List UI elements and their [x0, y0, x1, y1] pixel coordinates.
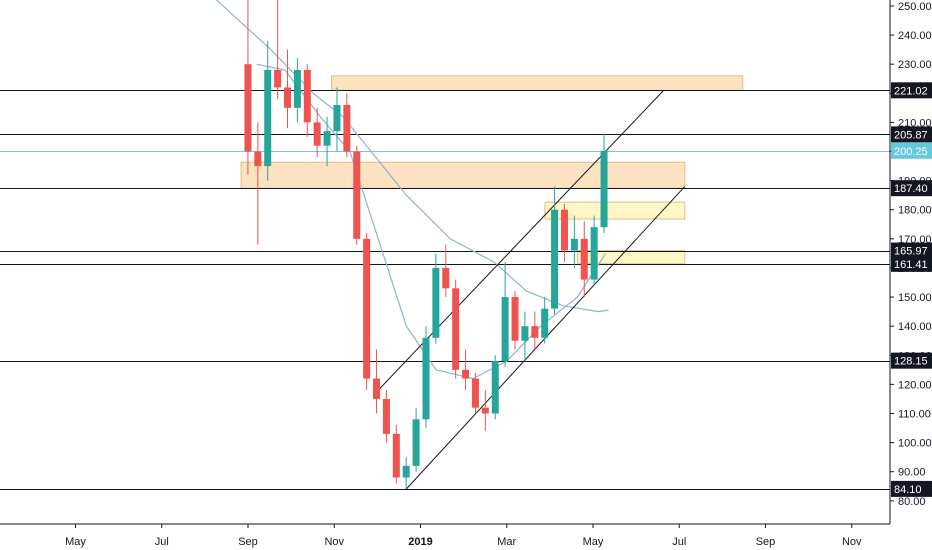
- y-tick-label: 230.00: [898, 59, 932, 71]
- candle-body-6: [303, 69, 311, 123]
- price-label-bg: [891, 242, 932, 259]
- y-tick-label: 240.00: [898, 30, 932, 42]
- candle-body-5: [293, 69, 301, 108]
- candle-body-1: [254, 151, 262, 167]
- price-label: 200.25: [891, 142, 932, 159]
- y-tick-label: 210.00: [898, 117, 932, 129]
- candle-body-30: [541, 308, 549, 338]
- x-tick-label: Mar: [497, 536, 516, 548]
- price-label-text: 128.15: [894, 356, 928, 368]
- candle-body-0: [244, 64, 252, 152]
- price-label: 221.02: [891, 82, 932, 99]
- price-label-bg: [891, 480, 932, 497]
- candle-body-15: [392, 433, 400, 478]
- candle-body-28: [521, 326, 529, 341]
- price-label-text: 187.40: [894, 183, 928, 195]
- y-tick-label: 140.00: [898, 321, 932, 333]
- x-tick-label: Nov: [324, 536, 344, 548]
- candle-body-22: [462, 369, 470, 379]
- y-tick-label: 100.00: [898, 438, 932, 450]
- x-axis-ticks[interactable]: May Jul Sep Nov 2019 Mar May Jul Sep Nov: [65, 524, 862, 548]
- price-label-text: 165.97: [894, 246, 928, 258]
- price-label-bg: [891, 180, 932, 197]
- x-tick-label: 2019: [408, 536, 432, 548]
- candle-body-10: [343, 104, 351, 152]
- candle-body-12: [363, 238, 371, 379]
- levels-layer: [0, 90, 890, 490]
- zone-rect-3: [576, 250, 686, 265]
- y-tick-label: 150.00: [898, 292, 932, 304]
- moving-average-line-0: [215, 0, 609, 313]
- candle-body-2: [264, 69, 272, 167]
- candle-body-36: [600, 150, 608, 228]
- price-label-bg: [891, 126, 932, 143]
- candle-body-18: [422, 337, 430, 420]
- candle-body-26: [501, 297, 509, 362]
- zone-rect-2: [544, 201, 686, 220]
- candle-body-8: [323, 131, 331, 146]
- y-tick-label: 250.00: [898, 1, 932, 13]
- y-tick-label: 80.00: [898, 496, 926, 508]
- candle-body-20: [442, 267, 450, 289]
- price-label: 187.40: [891, 180, 932, 197]
- x-tick-label: May: [583, 536, 604, 548]
- price-label: 165.97: [891, 242, 932, 259]
- y-tick-label: 120.00: [898, 379, 932, 391]
- price-label-bg: [891, 255, 932, 272]
- candle-body-29: [531, 326, 539, 338]
- x-tick-label: Sep: [756, 536, 776, 548]
- candle-body-33: [570, 238, 578, 251]
- y-tick-label: 180.00: [898, 205, 932, 217]
- candle-body-27: [511, 297, 519, 341]
- candle-body-19: [432, 267, 440, 338]
- candle-body-14: [382, 398, 390, 434]
- x-tick-label: May: [65, 536, 86, 548]
- price-label-bg: [891, 142, 932, 159]
- price-label-bg: [891, 82, 932, 99]
- price-label-text: 205.87: [894, 129, 928, 141]
- price-label: 161.41: [891, 255, 932, 272]
- price-label-text: 161.41: [894, 259, 928, 271]
- candle-body-4: [284, 87, 292, 108]
- candle-body-25: [491, 361, 499, 414]
- candle-body-13: [373, 378, 381, 399]
- price-label: 84.10: [891, 480, 932, 497]
- candle-body-9: [333, 104, 341, 132]
- price-label: 205.87: [891, 126, 932, 143]
- candle-body-16: [402, 465, 410, 478]
- price-label-text: 200.25: [894, 146, 928, 158]
- zone-rect-0: [331, 75, 744, 91]
- candle-body-35: [590, 227, 598, 280]
- candle-body-3: [274, 69, 282, 88]
- candle-body-31: [551, 209, 559, 309]
- channel-line-0: [377, 90, 664, 391]
- candles-layer: [244, 0, 608, 489]
- channel-layer: [377, 90, 686, 490]
- price-label-bg: [891, 352, 932, 369]
- y-tick-label: 90.00: [898, 467, 926, 479]
- x-tick-label: Jul: [672, 536, 686, 548]
- price-label-text: 221.02: [894, 85, 928, 97]
- candle-body-32: [560, 209, 568, 251]
- zone-rect-1: [240, 161, 686, 189]
- x-tick-label: Sep: [238, 536, 258, 548]
- candle-body-7: [313, 122, 321, 146]
- price-label: 128.15: [891, 352, 932, 369]
- zones-layer: [240, 75, 744, 265]
- candle-body-17: [412, 419, 420, 466]
- x-tick-label: Nov: [842, 536, 862, 548]
- candle-body-21: [452, 288, 460, 370]
- price-label-text: 84.10: [894, 484, 922, 496]
- candle-body-34: [580, 238, 588, 280]
- x-tick-label: Jul: [155, 536, 169, 548]
- candle-body-24: [481, 407, 489, 414]
- y-tick-label: 110.00: [898, 408, 931, 420]
- candle-body-11: [353, 151, 361, 239]
- candle-body-23: [471, 378, 479, 408]
